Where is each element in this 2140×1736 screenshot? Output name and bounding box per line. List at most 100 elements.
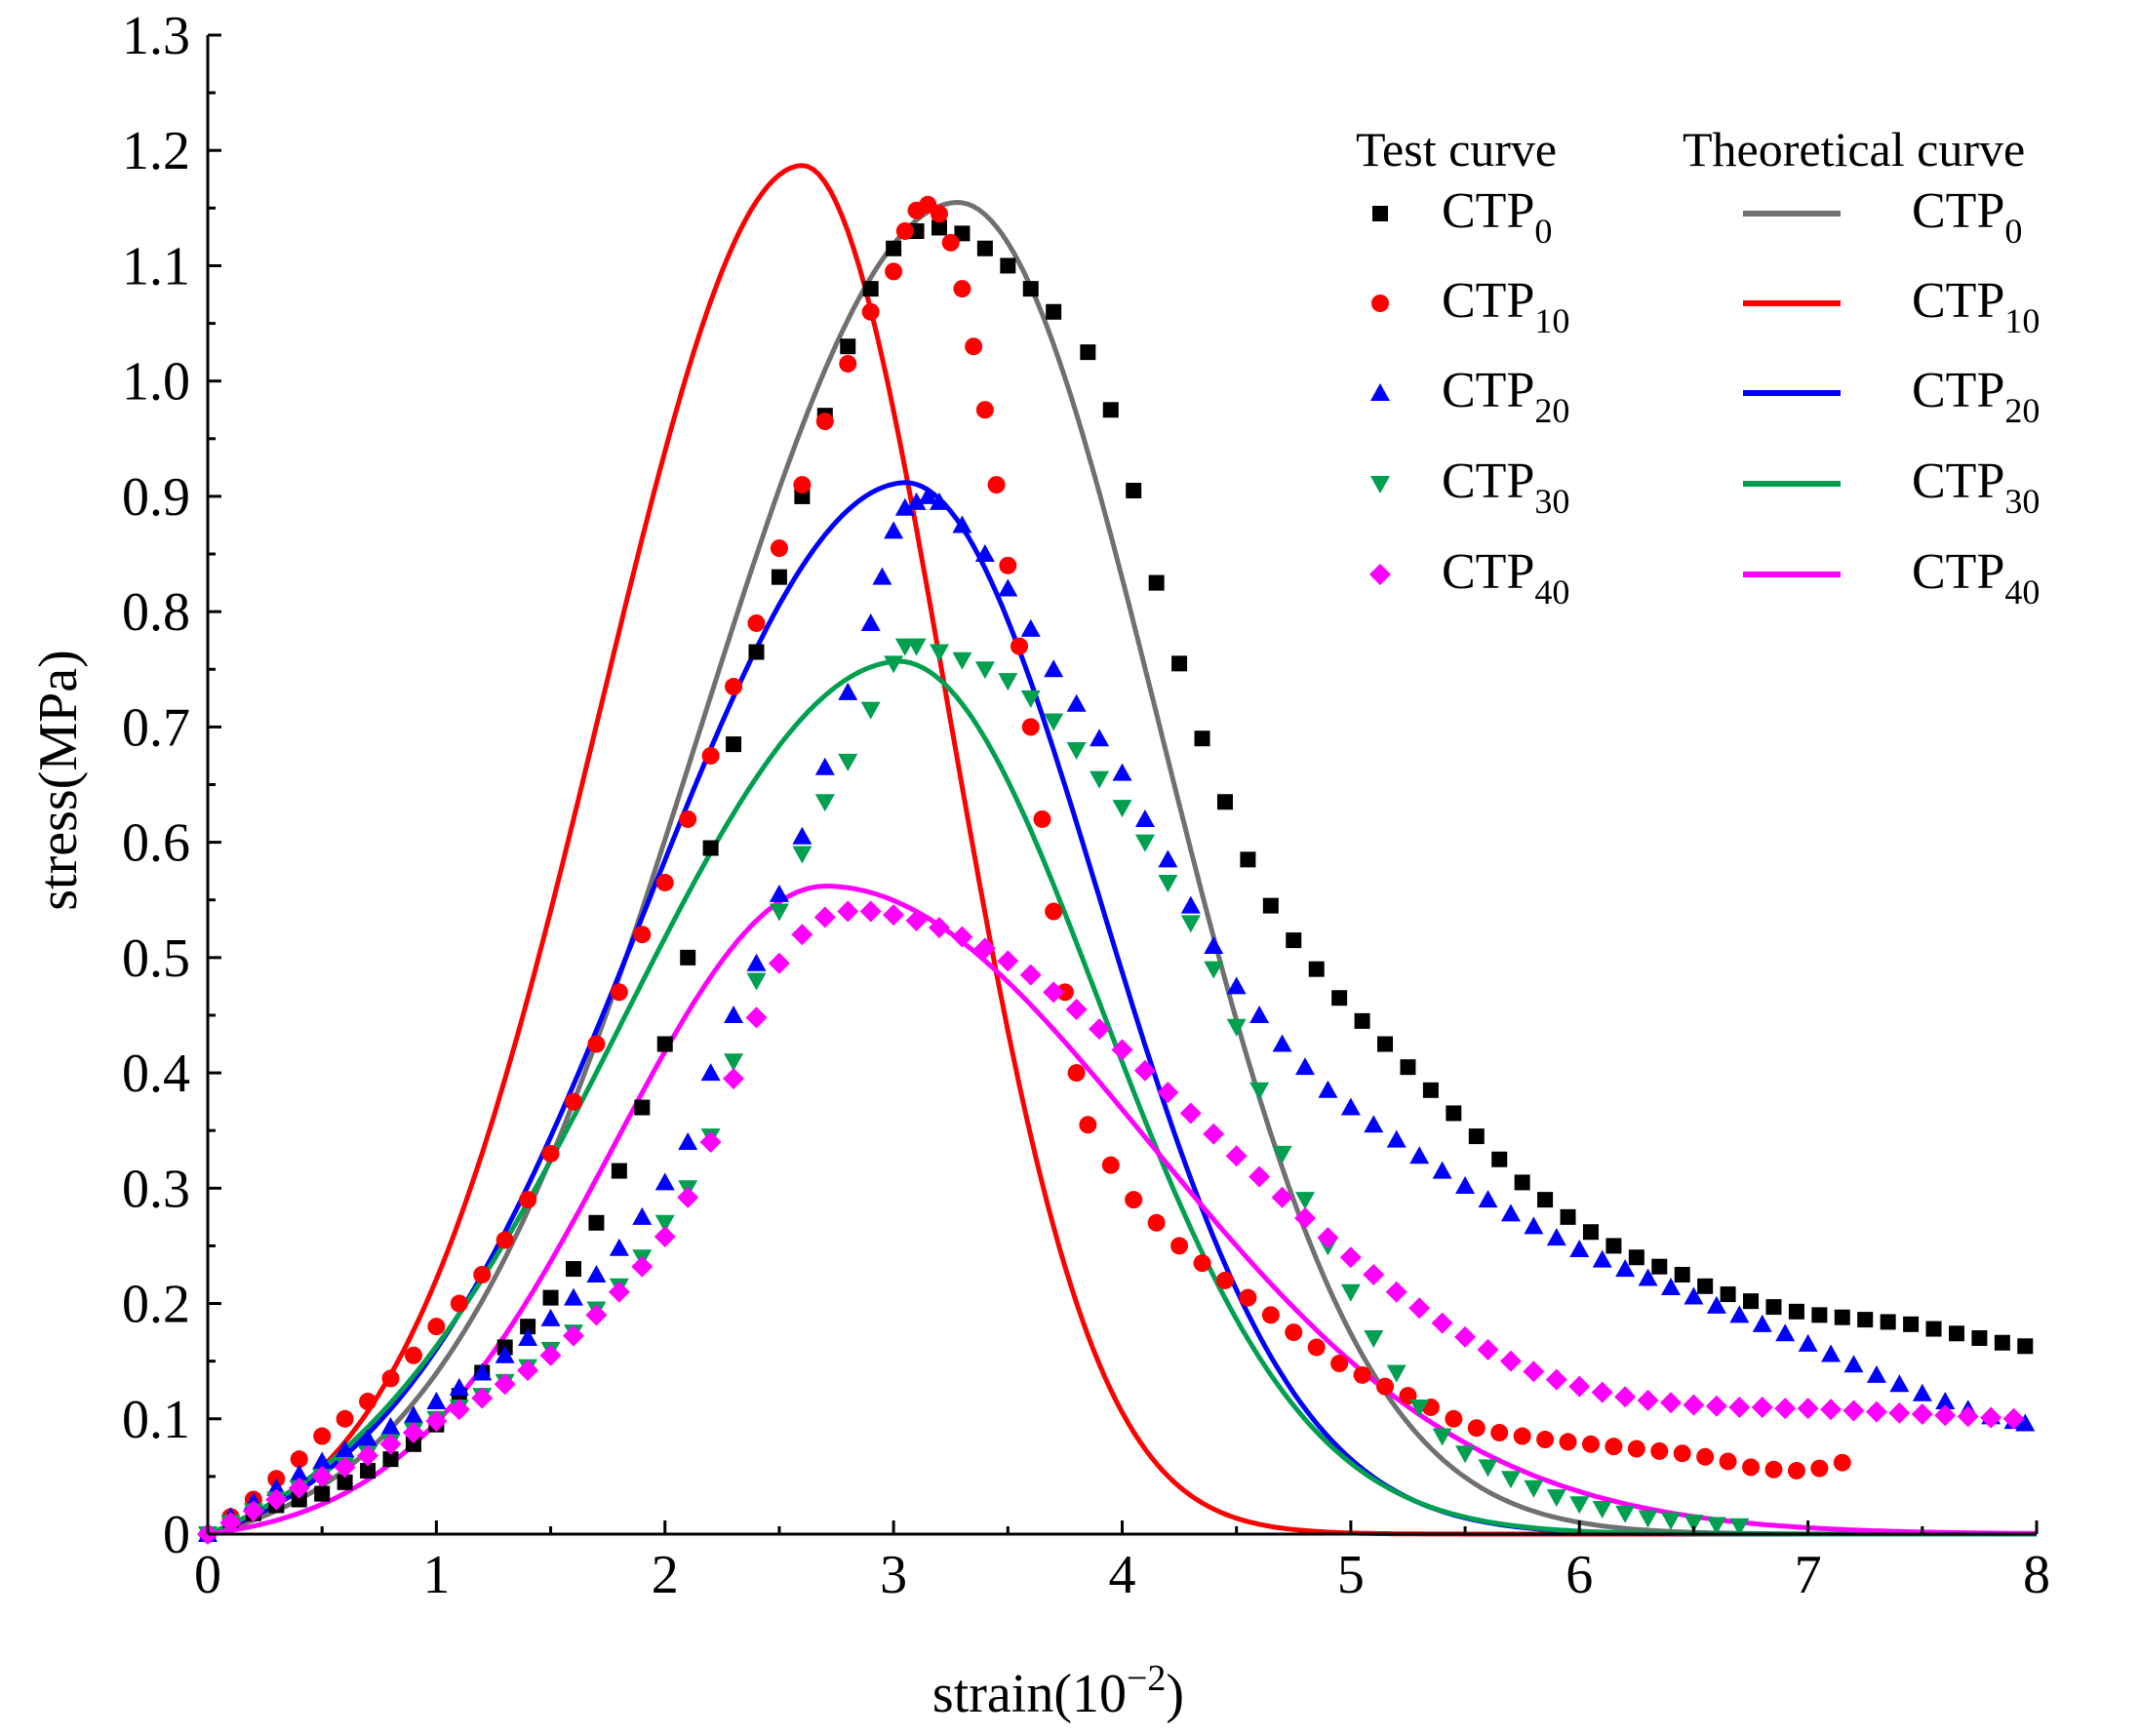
data-point (975, 401, 994, 419)
data-point (565, 1092, 582, 1111)
legend-theory-label: CTP20 (1912, 363, 2040, 430)
data-point (725, 678, 743, 696)
data-point (1615, 1505, 1636, 1523)
data-point (1080, 344, 1096, 361)
data-point (1729, 1518, 1750, 1536)
axes: 0 1 2 3 4 5 6 7 8 0 0.1 0.2 0.3 0.4 0.5 0.6 0.7 0.8 0.9 1.0… (122, 6, 2050, 1605)
data-point (1455, 1445, 1476, 1464)
data-point (382, 1451, 399, 1468)
data-point (1353, 1365, 1371, 1384)
data-point (726, 736, 742, 753)
data-point (1559, 1433, 1577, 1451)
data-point (1339, 1246, 1362, 1269)
data-point (723, 1067, 745, 1089)
data-point (1409, 1399, 1430, 1417)
data-point (1592, 1249, 1612, 1268)
data-point (1911, 1403, 1933, 1426)
data-point (1226, 1018, 1247, 1037)
data-point (859, 900, 882, 923)
data-point (360, 1462, 376, 1479)
data-point (862, 281, 879, 297)
data-point (611, 1163, 627, 1179)
data-point (872, 567, 892, 585)
data-point (1432, 1428, 1452, 1446)
data-point (1364, 1115, 1384, 1133)
data-point (1568, 1375, 1591, 1398)
test-series-ctp20 (198, 486, 2036, 1542)
legend-test-label: CTP0 (1442, 183, 1552, 251)
data-point (1546, 1489, 1566, 1508)
data-point (1706, 1517, 1726, 1535)
data-point (1408, 1297, 1431, 1320)
x-tick-label: 3 (880, 1545, 907, 1605)
data-point (311, 1465, 334, 1487)
legend-test-label: CTP10 (1442, 273, 1569, 340)
legend-test-label: CTP30 (1442, 454, 1569, 521)
y-tick-label: 0.8 (122, 582, 190, 643)
data-point (1318, 1080, 1338, 1098)
data-point (1385, 1281, 1407, 1303)
data-point (1765, 1299, 1782, 1316)
data-point (1752, 1314, 1772, 1332)
data-point (289, 1464, 309, 1482)
data-point (1684, 1515, 1704, 1533)
data-point (1605, 1238, 1622, 1254)
data-point (679, 809, 697, 828)
data-point (336, 1409, 354, 1428)
data-point (1637, 1389, 1659, 1411)
data-point (769, 884, 789, 902)
data-point (425, 1410, 448, 1433)
data-point (1065, 999, 1088, 1021)
y-tick-label: 0.4 (122, 1044, 190, 1104)
legend-theory-label: CTP0 (1912, 183, 2022, 251)
data-point (1157, 1082, 1179, 1104)
data-point (1055, 983, 1074, 1002)
data-point (1706, 1295, 1726, 1314)
data-point (1179, 1102, 1202, 1124)
data-point (1980, 1406, 2002, 1429)
data-point (1400, 1059, 1416, 1076)
data-point (1591, 1381, 1613, 1403)
data-point (1126, 483, 1142, 499)
data-point (840, 338, 856, 355)
data-point (1331, 990, 1348, 1006)
data-point (1271, 1186, 1293, 1208)
data-point (312, 1451, 333, 1470)
data-point (1261, 1306, 1280, 1324)
legend-test-label: CTP40 (1442, 544, 1569, 612)
theory-curve-ctp0 (207, 199, 2037, 1537)
data-point (1066, 693, 1087, 712)
data-point (1158, 849, 1178, 868)
data-point (724, 1053, 744, 1072)
legend-theory-label: CTP10 (1912, 273, 2040, 340)
data-point (654, 1172, 675, 1191)
data-point (885, 262, 903, 281)
data-point (1020, 690, 1041, 708)
data-point (987, 476, 1006, 494)
x-axis-title-close: ) (1166, 1664, 1184, 1724)
data-point (403, 1405, 423, 1424)
data-point (1650, 1441, 1669, 1460)
data-point (1500, 1203, 1521, 1222)
data-point (404, 1346, 422, 1364)
data-point (426, 1392, 447, 1410)
data-point (1798, 1333, 1818, 1352)
data-point (1216, 794, 1233, 810)
y-tick-label: 0.6 (122, 813, 190, 874)
data-point (314, 1485, 331, 1502)
data-point (1111, 1039, 1133, 1061)
data-point (654, 1225, 676, 1247)
data-point (1239, 1288, 1257, 1307)
data-point (608, 1281, 630, 1303)
data-point (678, 1132, 698, 1151)
x-tick-label: 4 (1109, 1545, 1136, 1605)
data-point (1262, 897, 1279, 914)
data-point (1592, 1500, 1612, 1519)
data-point (861, 302, 880, 321)
data-point (1925, 1321, 1942, 1337)
data-point (1614, 1386, 1637, 1408)
data-point (1605, 1438, 1623, 1456)
data-point (540, 1308, 561, 1326)
data-point (1386, 1129, 1407, 1148)
